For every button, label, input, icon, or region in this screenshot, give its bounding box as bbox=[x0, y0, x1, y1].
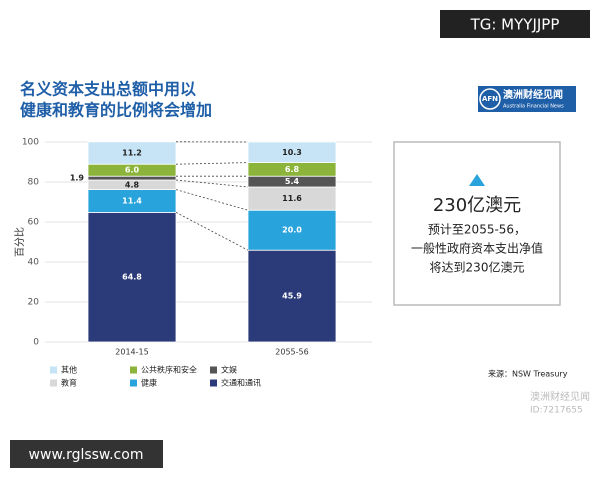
callout-box bbox=[393, 141, 561, 306]
data-label: 20.0 bbox=[282, 226, 302, 235]
legend-swatch bbox=[50, 366, 57, 374]
data-label: 11.6 bbox=[282, 194, 302, 203]
legend-swatch bbox=[130, 366, 137, 374]
y-axis-label: 百分比 bbox=[14, 227, 26, 257]
connector-line bbox=[175, 162, 249, 165]
y-tick-label: 80 bbox=[28, 178, 40, 188]
y-tick-label: 0 bbox=[33, 338, 39, 348]
x-tick-label: 2055-56 bbox=[275, 348, 308, 357]
y-tick-label: 40 bbox=[28, 258, 40, 268]
bar-segment bbox=[87, 175, 177, 181]
data-label: 6.8 bbox=[285, 165, 300, 174]
logo-icon bbox=[479, 88, 501, 110]
callout-text: 一般性政府资本支出净值 bbox=[411, 241, 543, 256]
chart-title: 名义资本支出总额中用以 bbox=[20, 80, 196, 99]
callout-text: 预计至2055-56， bbox=[428, 223, 526, 237]
logo-subtitle: Australia Financial News bbox=[503, 104, 564, 110]
watermark: ID:7217655 bbox=[530, 406, 583, 416]
data-label: 1.9 bbox=[70, 174, 85, 183]
bar-segment bbox=[87, 211, 177, 343]
legend-label: 健康 bbox=[141, 378, 157, 388]
connector-line bbox=[175, 179, 249, 188]
legend-label: 教育 bbox=[61, 378, 77, 388]
watermark-box bbox=[440, 10, 590, 38]
data-label: 45.9 bbox=[282, 292, 302, 301]
bar-segment bbox=[247, 249, 337, 343]
legend-label: 交通和通讯 bbox=[221, 378, 261, 388]
watermark: TG: MYYJJPP bbox=[470, 16, 560, 34]
legend-label: 其他 bbox=[61, 365, 77, 375]
logo-mark: AFN bbox=[482, 95, 498, 103]
data-label: 10.3 bbox=[282, 148, 302, 157]
watermark: 澳洲财经见闻 bbox=[530, 390, 590, 403]
up-arrow bbox=[469, 174, 485, 186]
x-tick-label: 2014-15 bbox=[115, 348, 148, 357]
watermark: www.rglssw.com bbox=[29, 447, 144, 463]
data-label: 11.2 bbox=[122, 149, 142, 158]
data-label: 11.4 bbox=[122, 197, 142, 206]
data-label: 4.8 bbox=[125, 180, 140, 189]
data-label: 5.4 bbox=[285, 177, 300, 186]
callout-text: 将达到230亿澳元 bbox=[430, 260, 525, 275]
y-tick-label: 60 bbox=[28, 218, 40, 228]
callout-value: 230亿澳元 bbox=[433, 195, 521, 216]
legend-label: 公共秩序和安全 bbox=[141, 365, 197, 375]
connector-line bbox=[175, 212, 249, 251]
data-label: 64.8 bbox=[122, 273, 142, 282]
data-label: 6.0 bbox=[125, 166, 140, 175]
bar-segment bbox=[247, 141, 337, 164]
logo-name: 澳洲财经见闻 bbox=[503, 88, 563, 101]
legend-swatch bbox=[210, 366, 217, 374]
connector-line bbox=[175, 189, 249, 211]
chart-title: 健康和教育的比例将会增加 bbox=[20, 101, 212, 120]
bar-segment bbox=[87, 141, 177, 165]
y-tick-label: 20 bbox=[28, 298, 40, 308]
watermark-box bbox=[10, 440, 163, 468]
legend-swatch bbox=[50, 379, 57, 387]
y-tick-label: 100 bbox=[22, 138, 39, 148]
legend-swatch bbox=[130, 379, 137, 387]
legend-label: 文娱 bbox=[221, 365, 237, 375]
source: 来源：NSW Treasury bbox=[488, 370, 568, 379]
legend-swatch bbox=[210, 379, 217, 387]
